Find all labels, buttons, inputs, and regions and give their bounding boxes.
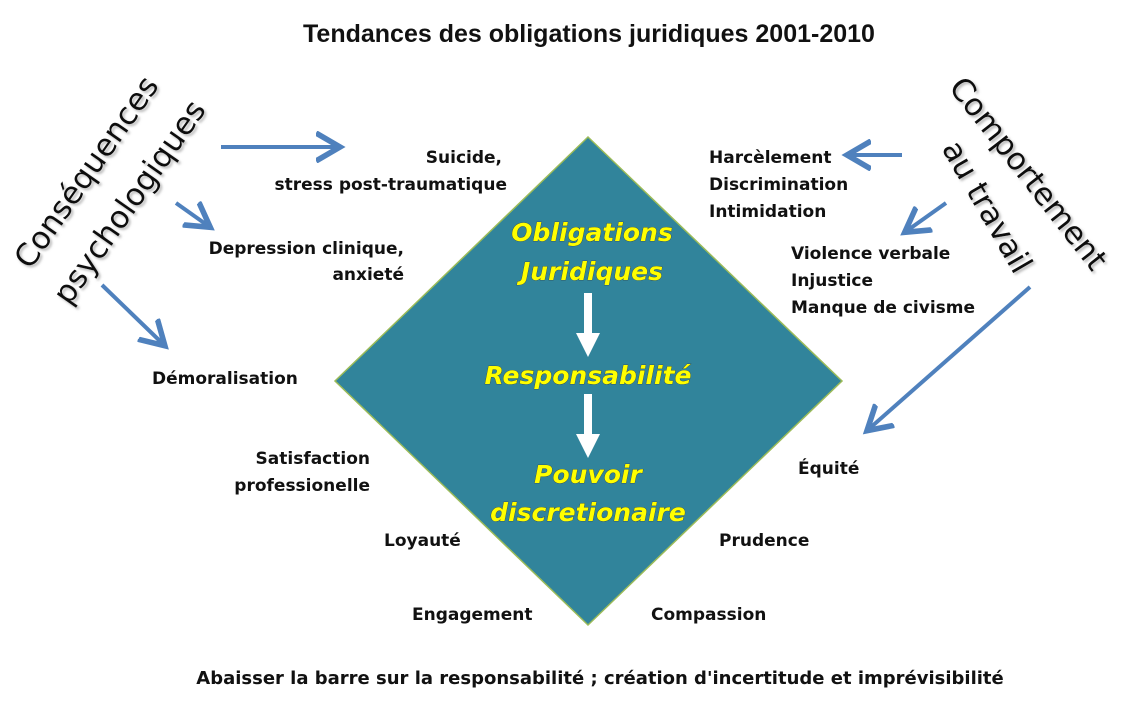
label-depression: Depression clinique, [209,239,404,259]
label-suicide: Suicide, [426,148,502,168]
down-arrow-icon [576,293,600,357]
label-injustice: Injustice [791,271,873,291]
label-engagement: Engagement [412,605,533,625]
label-loyaute: Loyauté [384,531,461,551]
label-prudence: Prudence [719,531,809,551]
label-anxiete: anxieté [332,265,404,285]
arrow-to-violence [908,201,948,230]
label-civisme: Manque de civisme [791,298,975,318]
label-professionelle: professionelle [234,476,370,496]
center-step2: Responsabilité [485,361,692,390]
arrow-to-equite [870,285,1032,428]
label-demoralisation: Démoralisation [152,369,298,389]
label-harcelement: Harcèlement [709,148,832,168]
center-step3-line2: discretionaire [490,498,686,527]
footer-caption: Abaisser la barre sur la responsabilité … [196,668,1003,689]
center-step3-line1: Pouvoir [534,460,643,489]
label-compassion: Compassion [651,605,766,625]
label-violence: Violence verbale [791,244,950,264]
label-equite: Équité [798,457,859,479]
center-step1-line1: Obligations [511,218,672,247]
label-discrimination: Discrimination [709,175,848,195]
central-diamond [333,135,844,627]
down-arrow-icon [576,394,600,458]
label-intimidation: Intimidation [709,202,826,222]
arrow-to-demoralisation [100,283,162,343]
center-step1-line2: Juridiques [516,257,663,286]
label-stress: stress post-traumatique [275,175,508,195]
diagram-title: Tendances des obligations juridiques 200… [303,20,875,48]
label-satisfaction: Satisfaction [256,449,370,469]
arrow-to-depression [174,203,207,225]
